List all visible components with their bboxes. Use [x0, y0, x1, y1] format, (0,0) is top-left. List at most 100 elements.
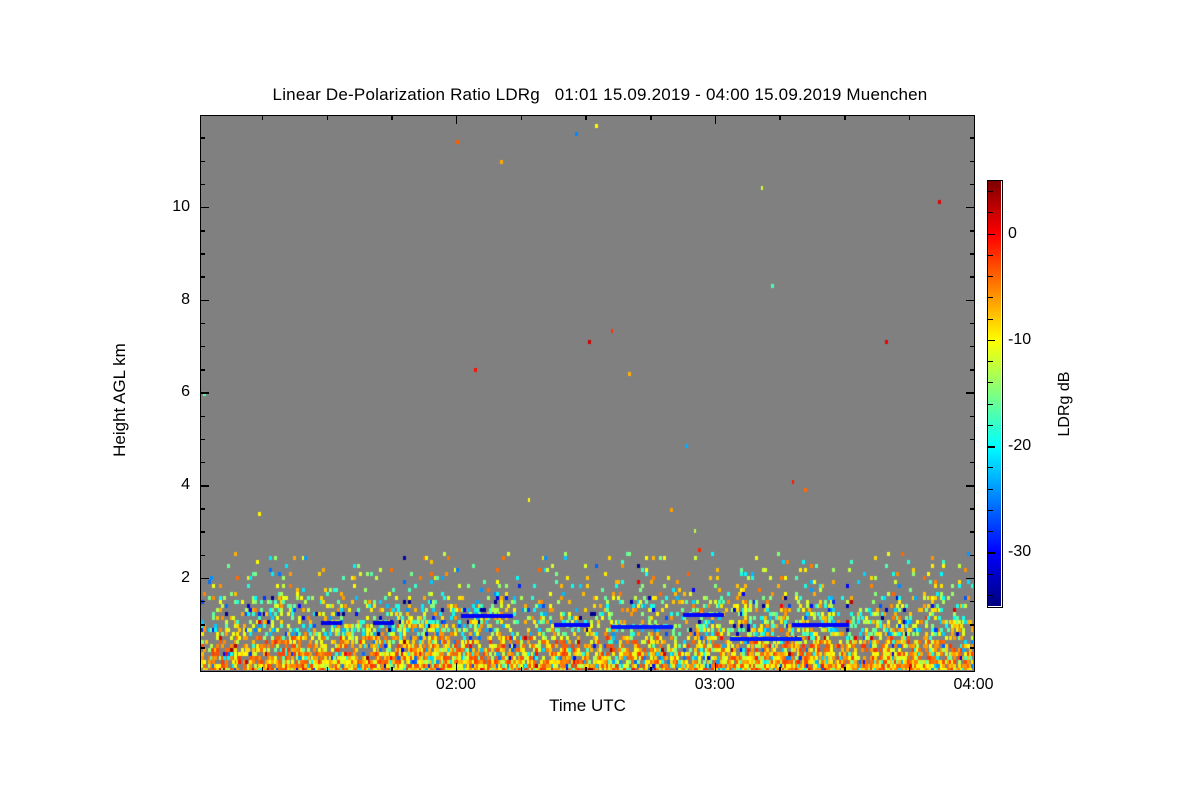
x-tick-minor — [585, 667, 587, 672]
x-tick-minor — [908, 667, 911, 672]
colorbar-tick-major — [988, 552, 995, 554]
y-tick-minor — [200, 554, 205, 557]
x-tick-minor — [650, 667, 652, 672]
y-tick-major-right — [966, 577, 975, 580]
y-tick-minor-right — [970, 322, 975, 325]
colorbar-tick-minor — [988, 488, 993, 490]
y-tick-label: 4 — [181, 476, 190, 494]
heatmap-image — [201, 116, 973, 670]
colorbar-tick-minor — [988, 382, 993, 384]
y-tick-minor-right — [970, 438, 975, 441]
colorbar-tick-minor — [988, 361, 993, 363]
plot-area[interactable] — [200, 115, 975, 672]
x-tick-minor-top — [779, 115, 781, 120]
y-tick-minor-right — [970, 253, 975, 255]
y-tick-minor — [200, 160, 205, 163]
colorbar-tick-label: -20 — [1008, 437, 1032, 455]
y-tick-minor — [200, 137, 205, 139]
colorbar-tick-minor — [988, 297, 993, 299]
y-tick-major — [200, 485, 209, 487]
y-tick-label: 10 — [172, 197, 190, 215]
x-tick-minor-top — [326, 115, 329, 120]
y-tick-minor-right — [970, 531, 975, 533]
y-tick-minor-right — [970, 647, 975, 649]
y-tick-minor-right — [970, 137, 975, 139]
y-tick-major-right — [966, 299, 975, 302]
y-tick-minor — [200, 230, 205, 232]
y-tick-minor — [200, 369, 205, 371]
colorbar-tick-minor — [988, 254, 993, 256]
x-tick-major — [973, 663, 975, 672]
y-tick-minor-right — [970, 415, 975, 418]
y-tick-minor-right — [970, 160, 975, 163]
x-tick-minor — [779, 667, 781, 672]
y-tick-minor — [200, 322, 205, 325]
y-tick-minor — [200, 438, 205, 441]
colorbar-tick-major — [988, 339, 995, 342]
y-tick-major — [200, 392, 209, 394]
x-tick-minor — [520, 667, 523, 672]
y-tick-label: 8 — [181, 290, 190, 308]
y-tick-major — [200, 577, 209, 580]
colorbar-gradient — [988, 181, 1001, 606]
y-tick-minor — [200, 276, 205, 278]
y-tick-minor — [200, 647, 205, 649]
x-tick-minor — [261, 667, 264, 672]
y-tick-major — [200, 206, 209, 209]
y-tick-minor-right — [970, 508, 975, 510]
y-tick-minor — [200, 461, 205, 464]
x-tick-major — [714, 663, 717, 672]
y-tick-label: 6 — [181, 383, 190, 401]
colorbar-tick-minor — [988, 594, 993, 596]
y-tick-minor-right — [970, 600, 975, 603]
y-tick-label: 2 — [181, 568, 190, 586]
y-tick-minor — [200, 415, 205, 418]
y-axis-title: Height AGL km — [110, 343, 129, 457]
colorbar-tick-minor — [988, 276, 993, 278]
colorbar-tick-major — [988, 233, 995, 236]
y-tick-major-right — [966, 206, 975, 209]
x-tick-minor-top — [650, 115, 652, 120]
colorbar-tick-minor — [988, 318, 993, 320]
colorbar-tick-minor — [988, 424, 993, 426]
figure-title: Linear De-Polarization Ratio LDRg 01:01 … — [272, 85, 928, 104]
x-tick-major-top — [455, 115, 458, 124]
x-tick-label: 02:00 — [435, 676, 476, 693]
x-axis-title: Time UTC — [549, 696, 626, 715]
colorbar-title: LDRg dB — [1056, 371, 1073, 437]
y-tick-minor — [200, 183, 205, 186]
y-tick-major-right — [966, 485, 975, 487]
y-tick-minor-right — [970, 624, 975, 626]
y-tick-minor-right — [970, 276, 975, 278]
x-tick-major-top — [714, 115, 717, 124]
colorbar-tick-minor — [988, 467, 993, 469]
y-tick-minor-right — [970, 461, 975, 464]
y-tick-minor — [200, 531, 205, 533]
colorbar-tick-minor — [988, 212, 993, 214]
y-tick-minor-right — [970, 345, 975, 348]
colorbar-tick-minor — [988, 573, 993, 575]
x-tick-minor — [391, 667, 393, 672]
y-tick-minor — [200, 253, 205, 255]
colorbar-tick-label: 0 — [1008, 224, 1017, 242]
x-tick-major-top — [973, 115, 975, 124]
x-tick-label: 04:00 — [953, 676, 994, 693]
x-tick-minor — [326, 667, 329, 672]
x-tick-minor-top — [585, 115, 587, 120]
x-tick-major — [455, 663, 458, 672]
colorbar[interactable] — [987, 180, 1003, 608]
colorbar-tick-label: -10 — [1008, 330, 1032, 348]
x-tick-label: 03:00 — [694, 676, 735, 693]
colorbar-tick-label: -30 — [1008, 543, 1032, 561]
colorbar-tick-minor — [988, 191, 993, 193]
colorbar-tick-minor — [988, 403, 993, 405]
x-tick-minor-top — [844, 115, 846, 120]
y-tick-minor-right — [970, 554, 975, 557]
x-tick-minor — [844, 667, 846, 672]
colorbar-tick-minor — [988, 531, 993, 533]
x-tick-minor-top — [391, 115, 393, 120]
y-tick-minor-right — [970, 369, 975, 371]
y-tick-minor-right — [970, 230, 975, 232]
colorbar-tick-minor — [988, 509, 993, 511]
